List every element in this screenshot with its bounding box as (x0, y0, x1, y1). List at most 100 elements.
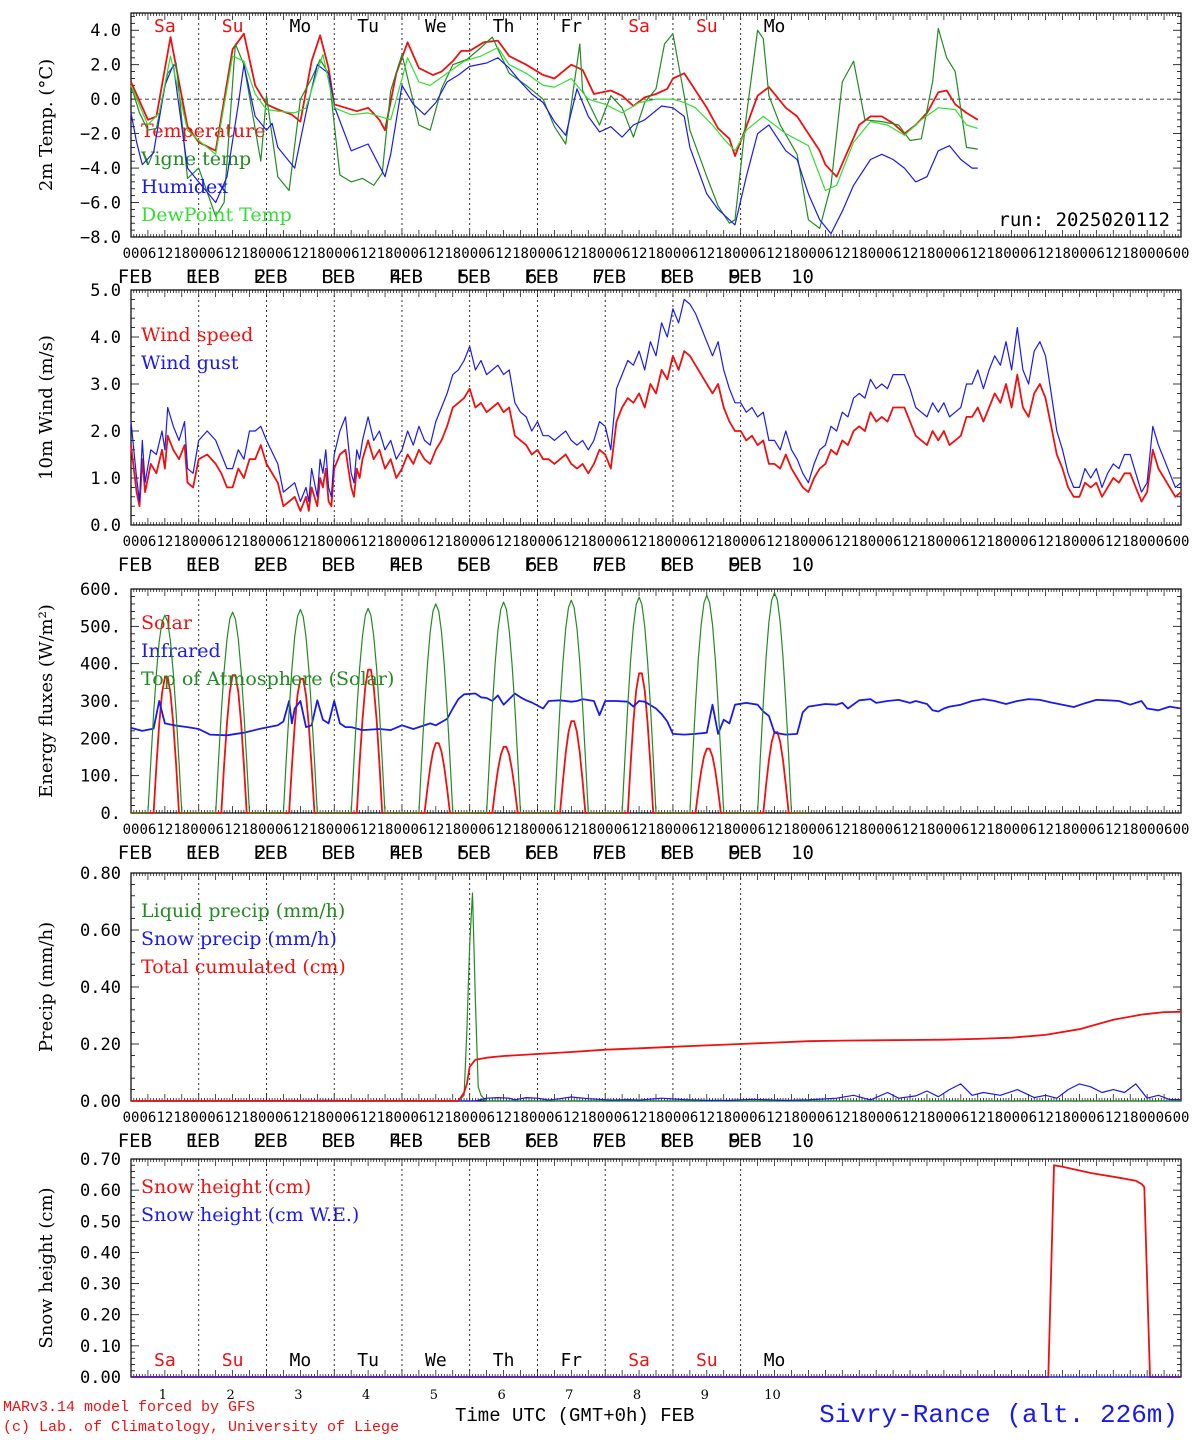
legend-entry: Infrared (141, 640, 221, 662)
y-tick-label: −6.0 (80, 194, 121, 214)
y-tick-label: 2.0 (90, 422, 121, 442)
hour-tick-label: 18 (512, 822, 529, 838)
hour-tick-label: 12 (495, 246, 512, 262)
day-label: 8 (661, 266, 672, 288)
series-line-snow-precip-mm-h- (131, 1083, 1181, 1102)
month-label: FEB (727, 554, 761, 576)
hour-tick-label: 12 (1037, 534, 1054, 550)
hour-tick-label: 00 (665, 246, 682, 262)
hour-tick-label: 00 (1173, 246, 1190, 262)
hour-tick-label: 00 (597, 1110, 614, 1126)
hour-tick-label: 18 (444, 534, 461, 550)
y-tick-label: 0.80 (80, 864, 121, 884)
hour-tick-label: 12 (156, 534, 173, 550)
day-number-label: 1 (159, 1388, 167, 1400)
hour-tick-label: 06 (207, 246, 224, 262)
hour-tick-label: 06 (681, 246, 698, 262)
series-line-wind-gust (130, 298, 1182, 503)
hour-tick-label: 12 (1105, 822, 1122, 838)
day-number-label: 7 (565, 1388, 573, 1400)
run-label: run: 2025020112 (998, 209, 1170, 231)
hour-tick-label: 18 (309, 246, 326, 262)
hour-tick-label: 00 (665, 534, 682, 550)
y-tick-label: 5.0 (90, 281, 121, 301)
hour-tick-label: 12 (834, 534, 851, 550)
hour-tick-label: 18 (173, 534, 190, 550)
hour-tick-label: 06 (817, 1110, 834, 1126)
hour-tick-label: 00 (935, 534, 952, 550)
hour-tick-label: 06 (343, 1110, 360, 1126)
hour-tick-label: 12 (902, 534, 919, 550)
hour-tick-label: 18 (919, 822, 936, 838)
y-tick-label: 4.0 (90, 328, 121, 348)
hour-tick-label: 06 (952, 1110, 969, 1126)
hour-tick-label: 06 (410, 1110, 427, 1126)
day-label: 2 (255, 266, 266, 288)
hour-tick-label: 00 (800, 1110, 817, 1126)
weekday-label: Th (493, 16, 515, 37)
y-tick-label: 0.40 (80, 978, 121, 998)
hour-tick-label: 00 (529, 822, 546, 838)
panel-1: 4.0 2.0 0.0 −2.0 −4.0 −6.0 −8.0 2m Temp. (°C) 00… (36, 12, 1190, 288)
hour-tick-label: 06 (681, 822, 698, 838)
hour-tick-label: 00 (800, 246, 817, 262)
hour-tick-label: 00 (868, 822, 885, 838)
hour-tick-label: 00 (326, 1110, 343, 1126)
hour-tick-label: 12 (834, 1110, 851, 1126)
hour-tick-label: 12 (1105, 246, 1122, 262)
series-line-liquid-precip-mm-h- (131, 892, 1181, 1102)
hour-tick-label: 06 (1020, 246, 1037, 262)
day-label: 8 (661, 842, 672, 864)
hour-tick-label: 12 (834, 822, 851, 838)
hour-tick-label: 18 (580, 822, 597, 838)
hour-tick-label: 00 (123, 1110, 140, 1126)
month-label: FEB (660, 266, 694, 288)
hour-tick-label: 18 (715, 822, 732, 838)
hour-tick-label: 12 (563, 246, 580, 262)
day-label: 7 (594, 842, 605, 864)
hour-tick-label: 18 (648, 822, 665, 838)
hour-tick-label: 12 (292, 1110, 309, 1126)
hour-tick-label: 18 (783, 1110, 800, 1126)
hour-tick-label: 00 (935, 246, 952, 262)
month-label: FEB (253, 554, 287, 576)
y-tick-label: 0. (101, 804, 121, 824)
hour-tick-label: 18 (512, 534, 529, 550)
day-label: 3 (323, 266, 334, 288)
y-tick-label: 0.60 (80, 921, 121, 941)
month-label: FEB (456, 266, 490, 288)
hour-tick-label: 06 (343, 534, 360, 550)
hour-tick-label: 00 (1139, 822, 1156, 838)
hour-tick-label: 00 (732, 1110, 749, 1126)
day-label: 6 (526, 266, 537, 288)
hour-tick-label: 12 (1105, 534, 1122, 550)
hour-tick-label: 12 (156, 246, 173, 262)
day-number-label: 9 (701, 1388, 709, 1400)
hour-tick-label: 06 (207, 822, 224, 838)
day-label: 3 (323, 842, 334, 864)
hour-tick-label: 12 (969, 534, 986, 550)
hour-tick-label: 06 (749, 246, 766, 262)
hour-tick-label: 00 (529, 1110, 546, 1126)
hour-tick-label: 18 (377, 822, 394, 838)
hour-tick-label: 12 (1037, 246, 1054, 262)
day-label: 8 (661, 554, 672, 576)
hour-tick-label: 06 (1156, 822, 1173, 838)
day-label: 1 (187, 842, 198, 864)
month-label: FEB (389, 842, 423, 864)
hour-tick-label: 06 (885, 1110, 902, 1126)
hour-tick-label: 06 (207, 1110, 224, 1126)
hour-tick-label: 00 (326, 534, 343, 550)
hour-tick-label: 00 (258, 822, 275, 838)
hour-tick-label: 18 (444, 1110, 461, 1126)
hour-tick-label: 06 (546, 1110, 563, 1126)
y-tick-label: 200. (80, 729, 121, 749)
hour-tick-label: 12 (902, 246, 919, 262)
hour-tick-label: 06 (1088, 534, 1105, 550)
hour-tick-label: 00 (1071, 534, 1088, 550)
y-tick-label: 0.20 (80, 1306, 121, 1326)
hour-tick-label: 00 (868, 534, 885, 550)
hour-tick-label: 00 (1071, 822, 1088, 838)
series-line-dewpoint-temp (130, 46, 978, 192)
